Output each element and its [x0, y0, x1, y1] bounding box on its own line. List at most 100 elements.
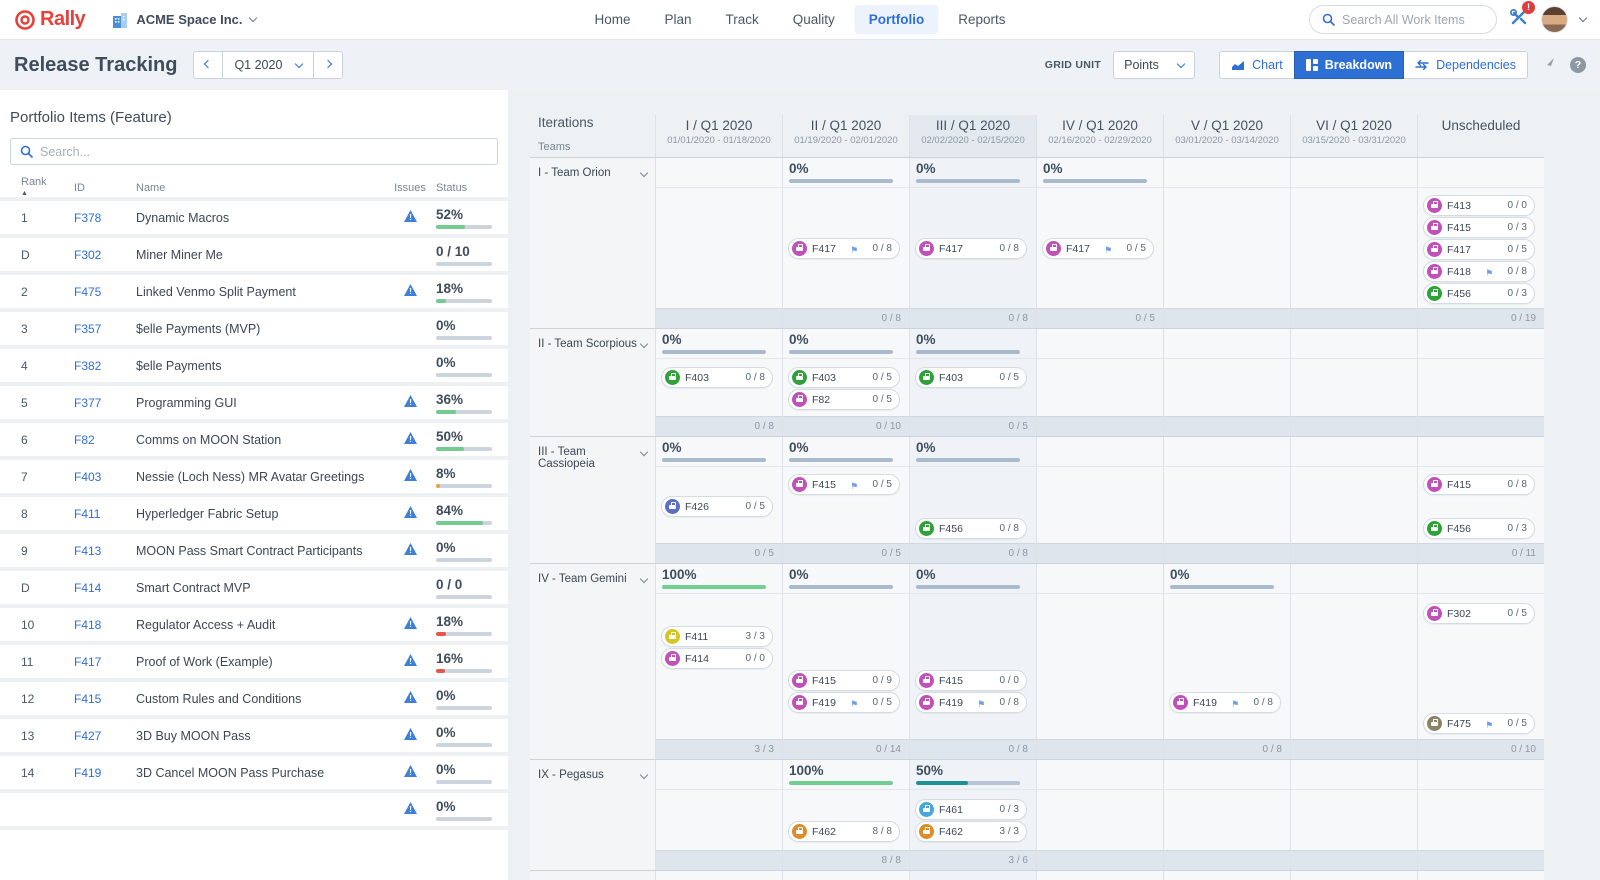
avatar[interactable]: [1541, 6, 1568, 33]
table-row[interactable]: 12F415Custom Rules and Conditions!0%: [0, 682, 508, 719]
table-row[interactable]: 4F382$elle Payments0%: [0, 349, 508, 386]
feature-card[interactable]: F417⚑0 / 8: [788, 238, 900, 259]
feature-name: Linked Venmo Split Payment: [136, 285, 384, 299]
table-row[interactable]: 5F377Programming GUI!36%: [0, 386, 508, 423]
pin-icon[interactable]: [1538, 56, 1560, 75]
feature-card[interactable]: F4140 / 0: [661, 648, 773, 669]
workspace-picker[interactable]: ACME Space Inc.: [111, 11, 255, 29]
column-header-rank[interactable]: Rank ▲: [0, 176, 46, 200]
prev-release-button[interactable]: [193, 51, 223, 79]
feature-card[interactable]: F820 / 5: [788, 389, 900, 410]
feature-id-link[interactable]: F382: [74, 359, 136, 373]
column-header-id[interactable]: ID: [74, 182, 136, 194]
dependencies-view-button[interactable]: Dependencies: [1403, 51, 1528, 79]
nav-quality[interactable]: Quality: [779, 5, 849, 34]
nav-plan[interactable]: Plan: [650, 5, 705, 34]
feature-card[interactable]: F419⚑0 / 8: [915, 692, 1027, 713]
svg-text:!: !: [409, 693, 412, 703]
feature-card[interactable]: F4628 / 8: [788, 821, 900, 842]
feature-card[interactable]: F475⚑0 / 5: [1423, 713, 1535, 734]
tools-menu[interactable]: !: [1509, 8, 1529, 31]
chevron-down-icon[interactable]: [640, 340, 648, 348]
feature-card[interactable]: F4150 / 0: [915, 670, 1027, 691]
feature-card[interactable]: F4623 / 3: [915, 821, 1027, 842]
feature-card[interactable]: F4113 / 3: [661, 626, 773, 647]
feature-id-link[interactable]: F378: [74, 211, 136, 225]
progress-bar-fill: [789, 781, 893, 785]
table-row[interactable]: !0%: [0, 793, 508, 830]
feature-id-link[interactable]: F377: [74, 396, 136, 410]
feature-id-link[interactable]: F475: [74, 285, 136, 299]
feature-id-link[interactable]: F403: [74, 470, 136, 484]
table-row[interactable]: 3F357$elle Payments (MVP)0%: [0, 312, 508, 349]
feature-card[interactable]: F4560 / 3: [1423, 283, 1535, 304]
feature-card[interactable]: F4030 / 8: [661, 367, 773, 388]
feature-card[interactable]: F419⚑0 / 8: [1169, 692, 1281, 713]
feature-id-link[interactable]: F357: [74, 322, 136, 336]
table-row[interactable]: 6F82Comms on MOON Station!50%: [0, 423, 508, 460]
chevron-down-icon[interactable]: [640, 771, 648, 779]
feature-id-link[interactable]: F417: [74, 655, 136, 669]
feature-card[interactable]: F4030 / 5: [915, 367, 1027, 388]
feature-card[interactable]: F4560 / 3: [1423, 518, 1535, 539]
table-row[interactable]: 9F413MOON Pass Smart Contract Participan…: [0, 534, 508, 571]
help-icon[interactable]: ?: [1570, 57, 1586, 73]
nav-track[interactable]: Track: [711, 5, 772, 34]
feature-card[interactable]: F4150 / 8: [1423, 474, 1535, 495]
table-row[interactable]: DF302Miner Miner Me0 / 10: [0, 238, 508, 275]
table-row[interactable]: 11F417Proof of Work (Example)!16%: [0, 645, 508, 682]
table-row[interactable]: DF414Smart Contract MVP0 / 0: [0, 571, 508, 608]
table-row[interactable]: 7F403Nessie (Loch Ness) MR Avatar Greeti…: [0, 460, 508, 497]
column-header-name[interactable]: Name: [136, 182, 384, 194]
portfolio-search-input[interactable]: [40, 145, 470, 159]
rally-logo[interactable]: Rally: [14, 8, 85, 31]
portfolio-search[interactable]: [10, 138, 498, 165]
table-row[interactable]: 8F411Hyperledger Fabric Setup!84%: [0, 497, 508, 534]
feature-card[interactable]: F4150 / 9: [788, 670, 900, 691]
feature-id-link[interactable]: F413: [74, 544, 136, 558]
iteration-dates: 01/01/2020 - 01/18/2020: [656, 135, 782, 146]
table-row[interactable]: 10F418Regulator Access + Audit!18%: [0, 608, 508, 645]
table-row[interactable]: 13F4273D Buy MOON Pass!0%: [0, 719, 508, 756]
chevron-down-icon[interactable]: [640, 575, 648, 583]
feature-card[interactable]: F4170 / 5: [1423, 239, 1535, 260]
feature-id-link[interactable]: F418: [74, 618, 136, 632]
feature-card[interactable]: F4030 / 5: [788, 367, 900, 388]
chart-view-button[interactable]: Chart: [1219, 51, 1295, 79]
feature-id-link[interactable]: F411: [74, 507, 136, 521]
feature-id-link[interactable]: F427: [74, 729, 136, 743]
global-search-input[interactable]: [1342, 13, 1482, 27]
feature-card[interactable]: F417⚑0 / 5: [1042, 238, 1154, 259]
status-value: 50%: [436, 429, 498, 444]
feature-card[interactable]: F418⚑0 / 8: [1423, 261, 1535, 282]
nav-reports[interactable]: Reports: [944, 5, 1019, 34]
progress-bar: [789, 781, 893, 785]
release-select[interactable]: Q1 2020: [222, 51, 314, 79]
feature-card[interactable]: F4170 / 8: [915, 238, 1027, 259]
feature-id-link[interactable]: F419: [74, 766, 136, 780]
table-row[interactable]: 14F4193D Cancel MOON Pass Purchase!0%: [0, 756, 508, 793]
feature-card[interactable]: F4150 / 3: [1423, 217, 1535, 238]
feature-id-link[interactable]: F302: [74, 248, 136, 262]
breakdown-view-button[interactable]: Breakdown: [1294, 51, 1404, 79]
feature-id-link[interactable]: F415: [74, 692, 136, 706]
profile-chevron-icon[interactable]: [1579, 14, 1587, 22]
grid-unit-select[interactable]: Points: [1113, 51, 1195, 79]
iterations-panel: Iterations Teams I / Q1 202001/01/2020 -…: [530, 90, 1544, 880]
nav-portfolio[interactable]: Portfolio: [855, 5, 939, 34]
table-row[interactable]: 1F378Dynamic Macros!52%: [0, 201, 508, 238]
feature-id-link[interactable]: F82: [74, 433, 136, 447]
feature-card[interactable]: F4130 / 0: [1423, 195, 1535, 216]
feature-id-link[interactable]: F414: [74, 581, 136, 595]
table-row[interactable]: 2F475Linked Venmo Split Payment!18%: [0, 275, 508, 312]
feature-card[interactable]: F4260 / 5: [661, 496, 773, 517]
feature-card[interactable]: F419⚑0 / 5: [788, 692, 900, 713]
global-search[interactable]: [1309, 5, 1497, 34]
feature-card[interactable]: F3020 / 5: [1423, 603, 1535, 624]
next-release-button[interactable]: [313, 51, 343, 79]
feature-card[interactable]: F415⚑0 / 5: [788, 474, 900, 495]
nav-home[interactable]: Home: [580, 5, 644, 34]
chevron-down-icon[interactable]: [640, 169, 648, 177]
feature-card[interactable]: F4560 / 8: [915, 518, 1027, 539]
feature-card[interactable]: F4610 / 3: [915, 799, 1027, 820]
